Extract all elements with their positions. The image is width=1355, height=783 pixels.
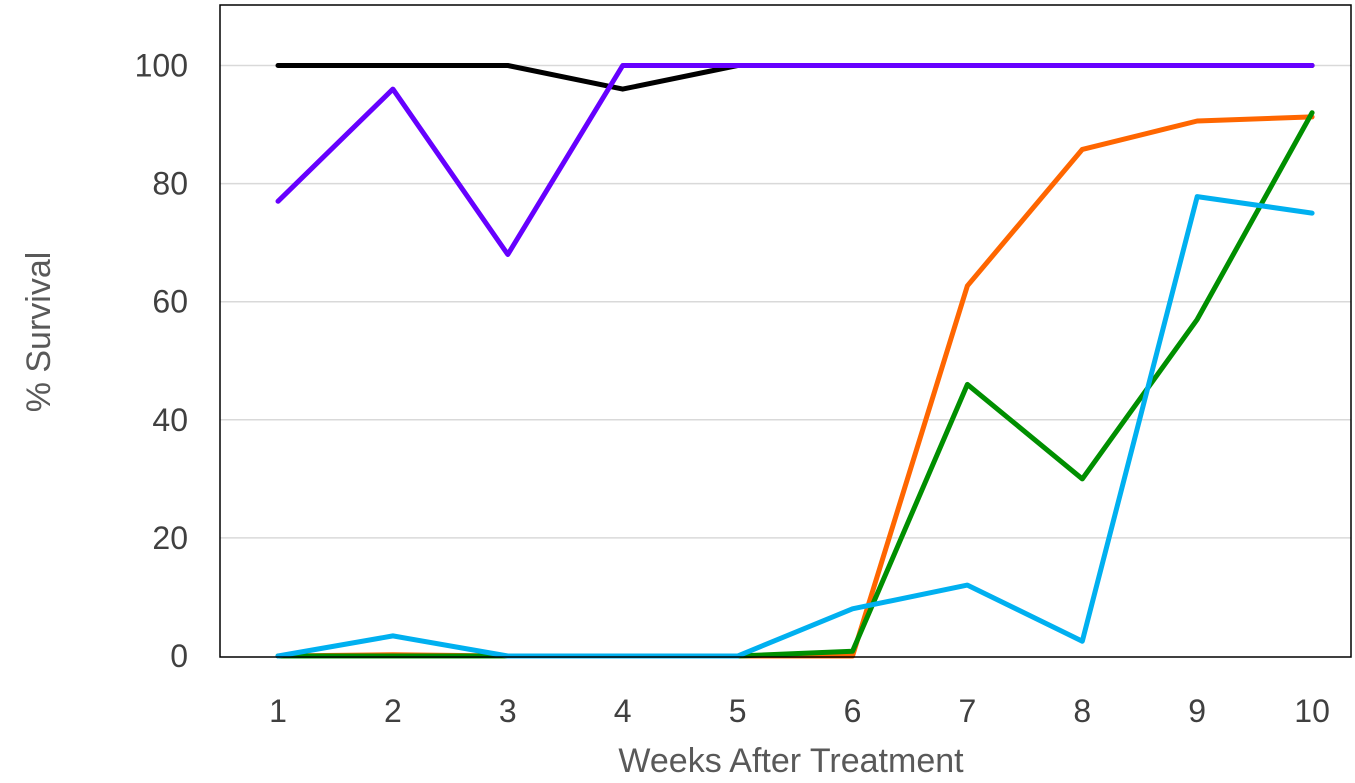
x-axis-ticks: 1 2 3 4 5 6 7 8 9 10 bbox=[269, 693, 1330, 729]
series-line-4 bbox=[275, 110, 1315, 659]
plot-area-frame bbox=[219, 4, 1352, 658]
series-line-1 bbox=[275, 63, 1315, 92]
x-tick-label: 8 bbox=[1073, 693, 1091, 729]
y-tick-label: 100 bbox=[135, 48, 188, 84]
x-axis-title: Weeks After Treatment bbox=[618, 742, 964, 780]
x-tick-label: 4 bbox=[614, 693, 632, 729]
series-line-2 bbox=[275, 63, 1315, 257]
y-tick-label: 20 bbox=[152, 520, 188, 556]
x-tick-label: 9 bbox=[1188, 693, 1206, 729]
x-tick-label: 10 bbox=[1294, 693, 1330, 729]
x-tick-label: 6 bbox=[844, 693, 862, 729]
y-tick-label: 0 bbox=[170, 638, 188, 674]
x-tick-label: 1 bbox=[269, 693, 287, 729]
x-tick-label: 2 bbox=[384, 693, 402, 729]
series-line-5 bbox=[275, 194, 1315, 659]
y-tick-label: 80 bbox=[152, 166, 188, 202]
x-tick-label: 7 bbox=[959, 693, 977, 729]
gridlines bbox=[220, 64, 1351, 539]
x-tick-label: 5 bbox=[729, 693, 747, 729]
series-lines bbox=[275, 63, 1315, 659]
y-tick-label: 60 bbox=[152, 284, 188, 320]
y-axis-title: % Survival bbox=[20, 252, 58, 413]
y-axis-ticks: 0 20 40 60 80 100 bbox=[135, 48, 188, 675]
series-line-3 bbox=[275, 114, 1315, 659]
x-tick-label: 3 bbox=[499, 693, 517, 729]
y-tick-label: 40 bbox=[152, 402, 188, 438]
